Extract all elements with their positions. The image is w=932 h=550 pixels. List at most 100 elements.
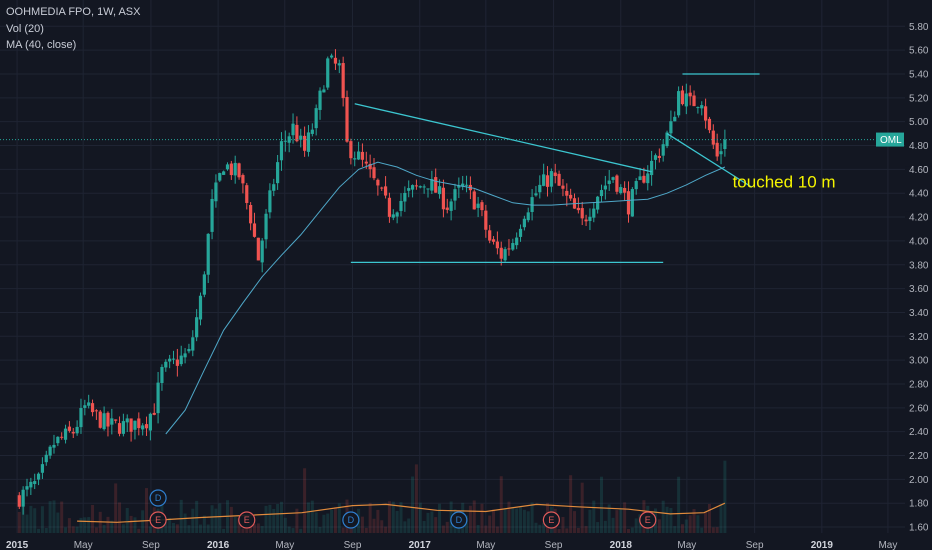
candle[interactable]	[511, 238, 515, 251]
candle[interactable]	[569, 188, 573, 201]
candle[interactable]	[499, 241, 503, 266]
candle[interactable]	[110, 408, 114, 435]
candle[interactable]	[704, 98, 708, 129]
dividend-event-marker[interactable]: D	[149, 489, 167, 507]
candle[interactable]	[114, 419, 118, 424]
time-axis[interactable]: 2015 May Sep 2016 May Sep 2017 May Sep 2018 May Sep…	[6, 540, 897, 550]
candle[interactable]	[183, 348, 187, 364]
candle[interactable]	[414, 179, 419, 190]
candle[interactable]	[399, 193, 403, 217]
candle[interactable]	[29, 477, 33, 495]
candle[interactable]	[422, 184, 426, 194]
candle[interactable]	[260, 238, 264, 273]
candle[interactable]	[303, 126, 307, 157]
candle[interactable]	[719, 143, 723, 165]
candle[interactable]	[491, 236, 496, 245]
candle[interactable]	[430, 170, 434, 195]
earnings-event-marker[interactable]: E	[542, 511, 560, 529]
candle[interactable]	[599, 184, 604, 202]
trendline-drawings[interactable]	[350, 73, 760, 264]
candle[interactable]	[40, 457, 45, 479]
candle[interactable]	[387, 192, 392, 223]
candle[interactable]	[488, 224, 492, 244]
candle[interactable]	[407, 180, 411, 198]
candle[interactable]	[299, 128, 303, 148]
candle[interactable]	[225, 162, 230, 171]
candle[interactable]	[36, 472, 41, 486]
candle[interactable]	[661, 139, 665, 162]
candle[interactable]	[650, 150, 654, 186]
earnings-event-marker[interactable]: E	[639, 511, 657, 529]
candle[interactable]	[472, 189, 476, 210]
candle[interactable]	[249, 202, 253, 231]
candle[interactable]	[71, 428, 75, 439]
candle[interactable]	[222, 170, 226, 176]
candle[interactable]	[391, 209, 395, 221]
candle[interactable]	[576, 197, 580, 214]
candle[interactable]	[592, 201, 596, 223]
candle[interactable]	[326, 56, 330, 90]
candle[interactable]	[453, 183, 457, 210]
symbol-legend[interactable]: OOHMEDIA FPO, 1W, ASX	[6, 6, 141, 18]
candle[interactable]	[33, 473, 37, 490]
volume-legend[interactable]: Vol (20)	[6, 23, 44, 35]
candle[interactable]	[700, 101, 704, 116]
candle[interactable]	[630, 187, 634, 217]
event-markers[interactable]: D E E D D E E	[149, 489, 657, 529]
candle[interactable]	[403, 186, 407, 212]
candle[interactable]	[376, 178, 380, 196]
candle[interactable]	[553, 163, 557, 184]
volume-ma-line[interactable]	[77, 502, 726, 523]
candle[interactable]	[426, 188, 430, 198]
candle[interactable]	[333, 49, 338, 70]
candle[interactable]	[21, 486, 25, 515]
candle[interactable]	[484, 204, 488, 238]
candle[interactable]	[565, 183, 569, 207]
candle[interactable]	[677, 86, 681, 118]
candle[interactable]	[241, 173, 245, 194]
candle[interactable]	[52, 434, 56, 454]
candle[interactable]	[60, 432, 64, 440]
candle[interactable]	[90, 399, 95, 417]
candle[interactable]	[310, 123, 314, 137]
candle[interactable]	[306, 125, 311, 157]
candle[interactable]	[187, 343, 191, 354]
candle[interactable]	[314, 104, 318, 136]
candle[interactable]	[626, 181, 631, 223]
candle[interactable]	[121, 413, 125, 437]
candle[interactable]	[464, 175, 469, 193]
candle[interactable]	[542, 163, 546, 187]
candle[interactable]	[25, 478, 29, 497]
candle[interactable]	[596, 195, 600, 214]
candle[interactable]	[696, 106, 700, 114]
candle[interactable]	[171, 350, 176, 365]
candle[interactable]	[634, 178, 638, 195]
candle[interactable]	[279, 132, 284, 171]
dividend-event-marker[interactable]: D	[450, 511, 468, 529]
candle[interactable]	[360, 143, 365, 167]
candle[interactable]	[410, 184, 415, 198]
candle[interactable]	[233, 155, 237, 184]
candle[interactable]	[341, 56, 345, 107]
candle[interactable]	[156, 371, 160, 424]
candle[interactable]	[480, 199, 484, 217]
moving-average-line[interactable]	[165, 161, 726, 435]
candle[interactable]	[117, 416, 122, 437]
candle[interactable]	[356, 141, 361, 161]
candle[interactable]	[418, 185, 422, 189]
candle[interactable]	[723, 129, 727, 157]
candle[interactable]	[318, 87, 322, 120]
candle[interactable]	[688, 85, 692, 106]
candle[interactable]	[441, 179, 446, 218]
candle[interactable]	[368, 154, 372, 178]
candle[interactable]	[526, 207, 530, 223]
candle[interactable]	[584, 214, 588, 226]
candle[interactable]	[17, 492, 21, 510]
earnings-event-marker[interactable]: E	[149, 511, 167, 529]
candle[interactable]	[198, 292, 203, 326]
candle[interactable]	[383, 176, 388, 199]
candle[interactable]	[44, 450, 48, 466]
candle[interactable]	[457, 177, 461, 199]
candle[interactable]	[623, 181, 627, 201]
